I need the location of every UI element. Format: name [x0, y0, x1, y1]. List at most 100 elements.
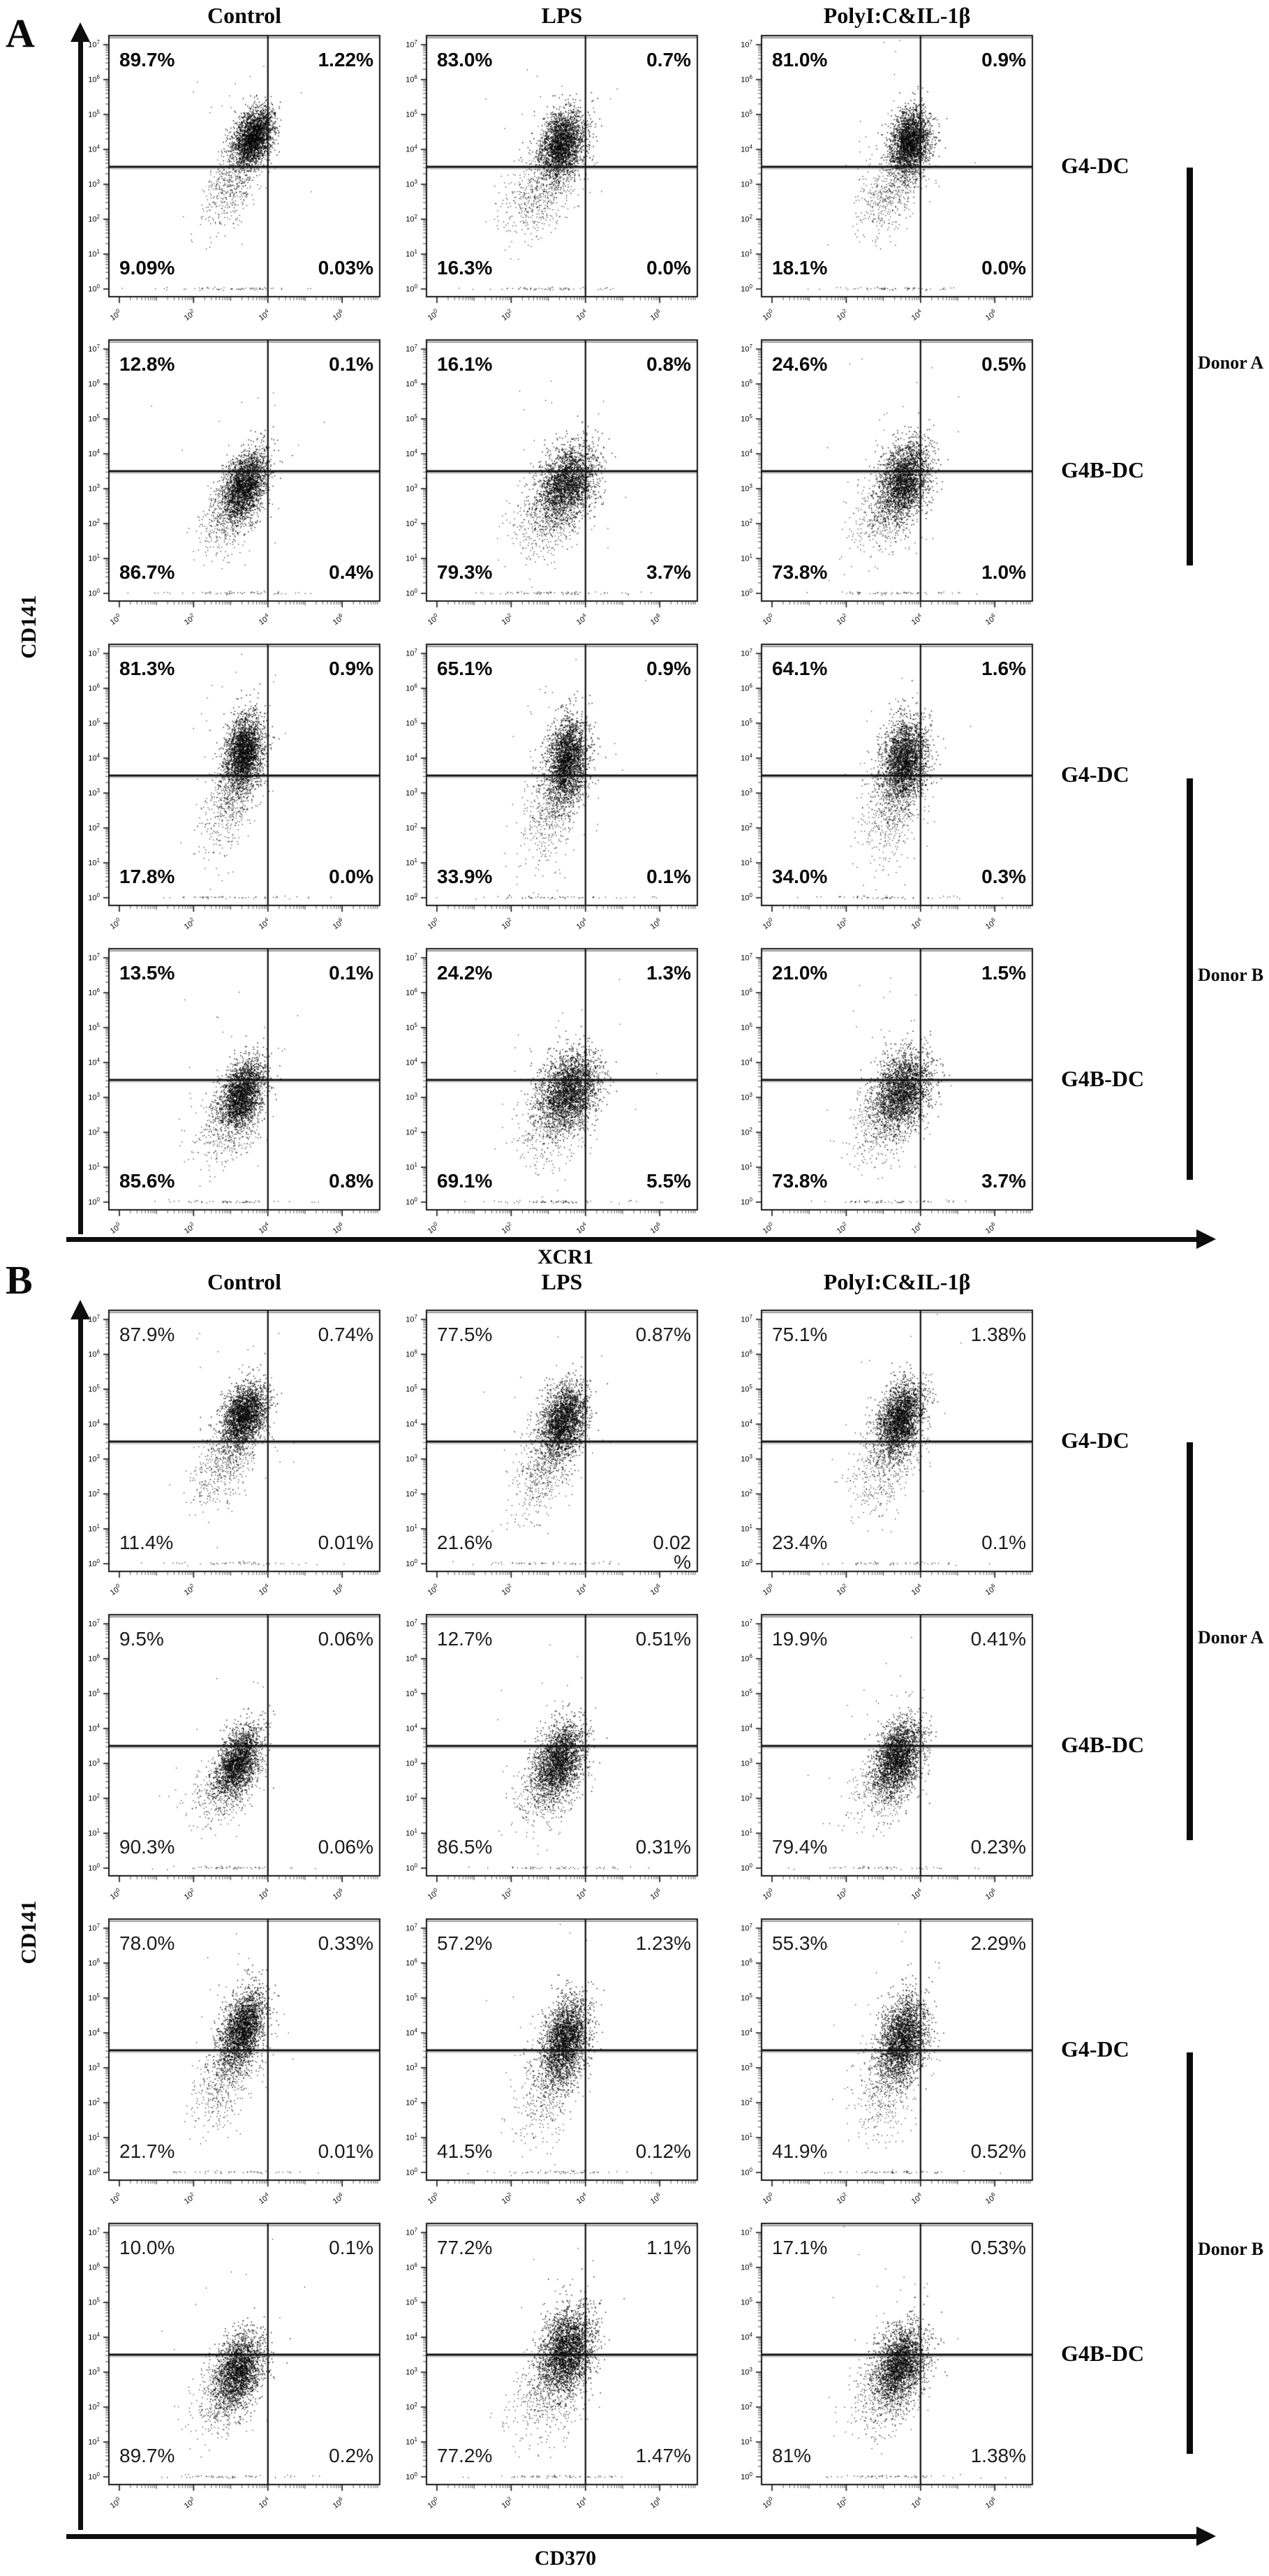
y-tick-label: 105	[741, 2297, 752, 2307]
y-tick-label: 107	[741, 648, 752, 658]
scatter-canvas	[416, 2217, 704, 2494]
flow-plot-b-r2-c3: 107 106 105 104 103 102 101 100 100 102 104 106 19.9…	[720, 1608, 1048, 1913]
quadrant-ll-percentage: 73.8%	[772, 561, 828, 583]
quadrant-lr-percentage: 0.52%	[970, 2140, 1026, 2162]
y-tick-label: 106	[406, 1957, 417, 1968]
y-tick-label: 107	[741, 343, 752, 354]
quadrant-ll-percentage: 41.9%	[772, 2140, 828, 2162]
panel-a-donor-a-label: Donor A	[1198, 353, 1264, 373]
y-tick-label: 102	[88, 1127, 100, 1137]
y-tick-label: 107	[406, 39, 417, 50]
panel-b-header-lps: LPS	[541, 1269, 583, 1294]
y-tick-label: 106	[741, 683, 752, 693]
scatter-canvas	[751, 29, 1039, 306]
x-tick-label: 104	[257, 2495, 269, 2511]
scatter-canvas	[751, 1304, 1039, 1581]
scatter-canvas	[416, 1608, 704, 1885]
quadrant-ul-percentage: 17.1%	[772, 2237, 828, 2258]
quadrant-ll-percentage: 86.7%	[119, 561, 175, 583]
quadrant-ur-percentage: 0.9%	[981, 49, 1026, 71]
flow-plot-b-r4-c2: 107 106 105 104 103 102 101 100 100 102 104 106 77.2…	[385, 2217, 713, 2522]
y-tick-label: 107	[88, 1618, 100, 1629]
scatter-canvas	[751, 1913, 1039, 2189]
quadrant-ul-percentage: 87.9%	[119, 1324, 175, 1345]
y-tick-label: 103	[88, 179, 100, 189]
panel-a-header-polyic: PolyI:C&IL-1β	[823, 3, 971, 28]
y-tick-label: 102	[406, 822, 417, 833]
y-tick-label: 106	[88, 2262, 100, 2272]
x-tick-label: 106	[332, 1886, 344, 1902]
y-tick-label: 100	[741, 1863, 752, 1873]
y-tick-label: 102	[406, 1793, 417, 1803]
x-tick-label: 100	[761, 307, 774, 323]
y-tick-label: 102	[406, 2401, 417, 2412]
y-tick-label: 100	[741, 1558, 752, 1569]
y-tick-label: 104	[88, 1723, 100, 1733]
x-tick-label: 102	[500, 2495, 513, 2511]
quadrant-lr-percentage: 1.38%	[970, 2445, 1026, 2466]
y-tick-label: 106	[88, 987, 100, 998]
quadrant-ur-percentage: 0.1%	[329, 2237, 373, 2258]
panel-b-row-label-1: G4-DC	[1061, 1428, 1129, 1453]
y-tick-label: 102	[741, 1127, 752, 1137]
y-tick-label: 103	[741, 179, 752, 189]
y-tick-label: 102	[741, 2401, 752, 2412]
quadrant-lr-percentage: 0.12%	[635, 2140, 691, 2162]
quadrant-lr-percentage: 0.3%	[981, 866, 1026, 887]
y-tick-label: 106	[88, 1653, 100, 1664]
y-tick-label: 105	[741, 413, 752, 424]
scatter-canvas	[416, 334, 704, 610]
y-tick-label: 104	[406, 448, 417, 459]
quadrant-lr-percentage: 0.01%	[318, 2140, 373, 2162]
x-tick-label: 100	[426, 2495, 439, 2511]
quadrant-lr-percentage: 0.1%	[981, 1532, 1026, 1553]
y-tick-label: 101	[406, 553, 417, 563]
y-tick-label: 105	[88, 1992, 100, 2003]
y-tick-label: 104	[88, 2332, 100, 2342]
x-tick-label: 106	[332, 2191, 344, 2207]
y-tick-label: 105	[406, 1992, 417, 2003]
flow-plot-a-r1-c3: 107 106 105 104 103 102 101 100 100 102 104 106 81.0…	[720, 29, 1048, 334]
x-tick-label: 102	[183, 1220, 195, 1236]
quadrant-ll-percentage: 90.3%	[119, 1836, 175, 1858]
y-tick-label: 102	[88, 1793, 100, 1803]
flow-plot-b-r2-c2: 107 106 105 104 103 102 101 100 100 102 104 106 12.7…	[385, 1608, 713, 1913]
panel-b-donor-a-bracket	[1187, 1442, 1193, 1840]
y-tick-label: 102	[406, 214, 417, 224]
y-tick-label: 102	[406, 518, 417, 528]
x-tick-label: 100	[761, 1220, 774, 1236]
quadrant-ur-percentage: 1.5%	[981, 962, 1026, 984]
panel-a-x-axis-label: XCR1	[537, 1245, 593, 1268]
scatter-canvas	[416, 29, 704, 306]
y-tick-label: 106	[406, 987, 417, 998]
y-tick-label: 100	[88, 1863, 100, 1873]
x-tick-label: 102	[183, 916, 195, 932]
y-tick-label: 107	[741, 1618, 752, 1629]
scatter-canvas	[98, 1304, 386, 1581]
flow-plot-a-r3-c2: 107 106 105 104 103 102 101 100 100 102 104 106 65.1…	[385, 638, 713, 942]
y-tick-label: 102	[741, 518, 752, 528]
y-tick-label: 104	[406, 2332, 417, 2342]
quadrant-ll-percentage: 33.9%	[437, 866, 493, 887]
y-tick-label: 106	[741, 1349, 752, 1359]
y-tick-label: 105	[406, 1688, 417, 1698]
x-tick-label: 102	[500, 1220, 513, 1236]
y-tick-label: 105	[88, 2297, 100, 2307]
flow-plot-a-r2-c2: 107 106 105 104 103 102 101 100 100 102 104 106 16.1…	[385, 334, 713, 638]
y-tick-label: 106	[406, 2262, 417, 2272]
y-tick-label: 105	[741, 1992, 752, 2003]
y-tick-label: 107	[406, 1618, 417, 1629]
quadrant-ll-percentage: 86.5%	[437, 1836, 493, 1858]
quadrant-ll-percentage: 73.8%	[772, 1170, 828, 1192]
quadrant-ll-percentage: 23.4%	[772, 1532, 828, 1553]
quadrant-ur-percentage: 0.5%	[981, 353, 1026, 375]
panel-b-x-axis-label: CD370	[534, 2547, 597, 2570]
x-tick-label: 102	[836, 612, 848, 628]
y-tick-label: 103	[406, 1758, 417, 1768]
y-tick-label: 101	[406, 249, 417, 259]
y-tick-label: 107	[88, 39, 100, 50]
quadrant-ul-percentage: 89.7%	[119, 49, 175, 71]
quadrant-lr-percentage: 0.03%	[318, 257, 373, 279]
x-tick-label: 100	[426, 2191, 439, 2207]
x-tick-label: 106	[984, 1886, 997, 1902]
